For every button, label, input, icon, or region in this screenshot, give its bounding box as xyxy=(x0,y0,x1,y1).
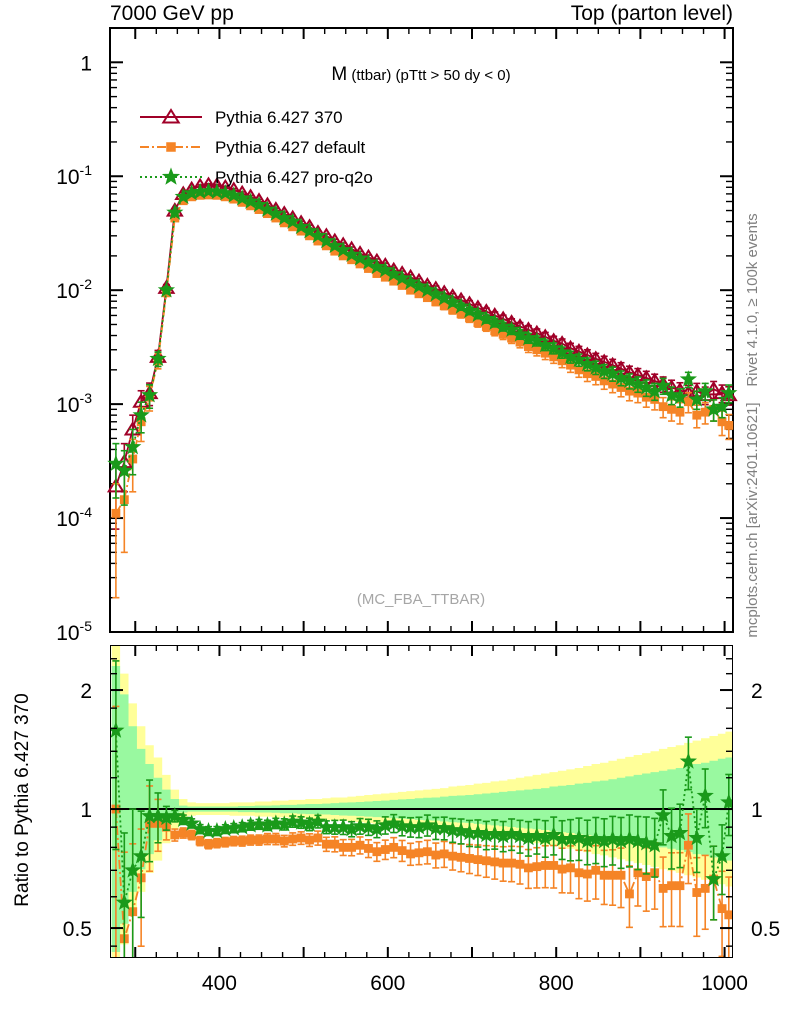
series-2 xyxy=(107,182,738,506)
x-tick-label: 400 xyxy=(202,972,237,995)
watermark-label: (MC_FBA_TTBAR) xyxy=(357,591,485,608)
main-y-tick-label: 10-5 xyxy=(56,618,92,645)
header-right: Top (parton level) xyxy=(571,2,733,25)
ratio-panel xyxy=(110,645,733,958)
ratio-y-tick-label-right: 0.5 xyxy=(751,918,780,941)
main-panel: 1 10-1 10-2 10-3 10-4 10-5 xyxy=(56,27,738,645)
x-tick-label: 600 xyxy=(370,972,405,995)
ratio-y-tick-label: 0.5 xyxy=(63,918,92,941)
main-y-tick-label: 1 xyxy=(80,52,92,75)
legend-item-0: Pythia 6.427 370 xyxy=(140,108,343,127)
sidebar-rivet-label: Rivet 4.1.0, ≥ 100k events xyxy=(744,213,761,386)
sidebar-mcplots-label: mcplots.cern.ch [arXiv:2401.10621] xyxy=(744,402,761,637)
ratio-series-1 xyxy=(110,660,733,958)
main-y-tick-label: 10-4 xyxy=(56,504,92,531)
main-y-tick-label: 10-3 xyxy=(56,390,92,417)
ratio-y-tick-label-right: 1 xyxy=(751,799,763,822)
ratio-y-axis-label: Ratio to Pythia 6.427 370 xyxy=(12,693,33,906)
header-left: 7000 GeV pp xyxy=(110,2,234,25)
x-tick-label: 800 xyxy=(539,972,574,995)
legend-item-1: Pythia 6.427 default xyxy=(140,138,366,157)
main-y-tick-label: 10-2 xyxy=(56,276,92,303)
legend-label: Pythia 6.427 370 xyxy=(215,108,343,127)
legend: Pythia 6.427 370 Pythia 6.427 default Pyth… xyxy=(140,108,373,187)
legend-item-2: Pythia 6.427 pro-q2o xyxy=(140,167,373,187)
ratio-y-tick-label: 1 xyxy=(80,799,92,822)
legend-label: Pythia 6.427 default xyxy=(215,138,366,157)
legend-label: Pythia 6.427 pro-q2o xyxy=(215,168,373,187)
x-tick-label: 1000 xyxy=(701,972,748,995)
main-y-tick-label: 10-1 xyxy=(56,162,92,189)
ratio-y-tick-label-right: 2 xyxy=(751,680,763,703)
plot-title: M (ttbar) (pTtt > 50 dy < 0) xyxy=(331,64,510,85)
ratio-y-tick-label: 2 xyxy=(80,680,92,703)
main-frame xyxy=(109,27,734,633)
